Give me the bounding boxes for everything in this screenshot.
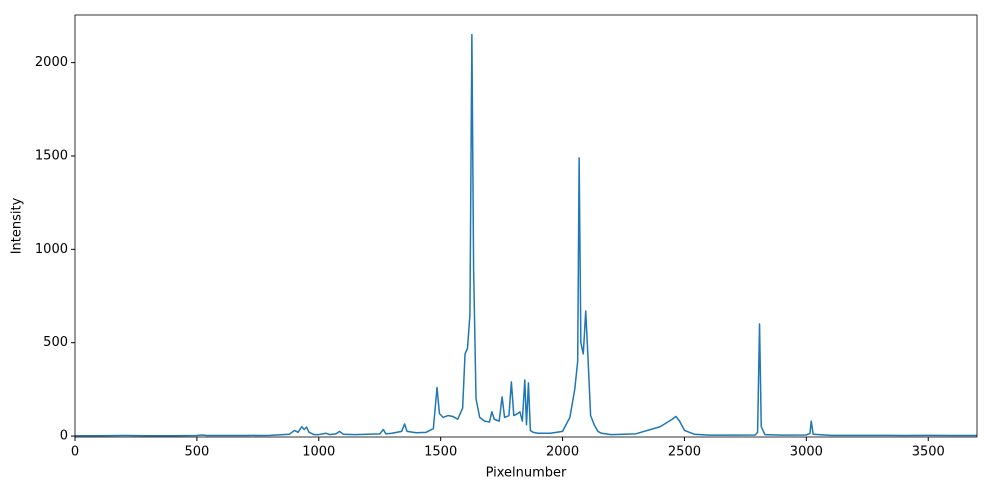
y-tick-label: 2000 xyxy=(35,55,68,70)
x-tick-label: 2000 xyxy=(546,445,579,460)
data-line xyxy=(75,33,977,437)
y-tick-label: 0 xyxy=(60,429,68,444)
x-axis-label: Pixelnumber xyxy=(486,466,567,481)
x-tick-label: 500 xyxy=(184,445,209,460)
x-tick-label: 1000 xyxy=(302,445,335,460)
x-tick-label: 1500 xyxy=(424,445,457,460)
y-tick-label: 500 xyxy=(43,335,68,350)
x-tick-label: 2500 xyxy=(668,445,701,460)
y-tick-label: 1000 xyxy=(35,242,68,257)
plot-frame xyxy=(74,14,978,438)
x-tick-label: 3000 xyxy=(790,445,823,460)
y-axis-label: Intensity xyxy=(10,197,25,254)
x-tick-label: 0 xyxy=(71,445,79,460)
y-tick-label: 1500 xyxy=(35,148,68,163)
x-tick-label: 3500 xyxy=(912,445,945,460)
